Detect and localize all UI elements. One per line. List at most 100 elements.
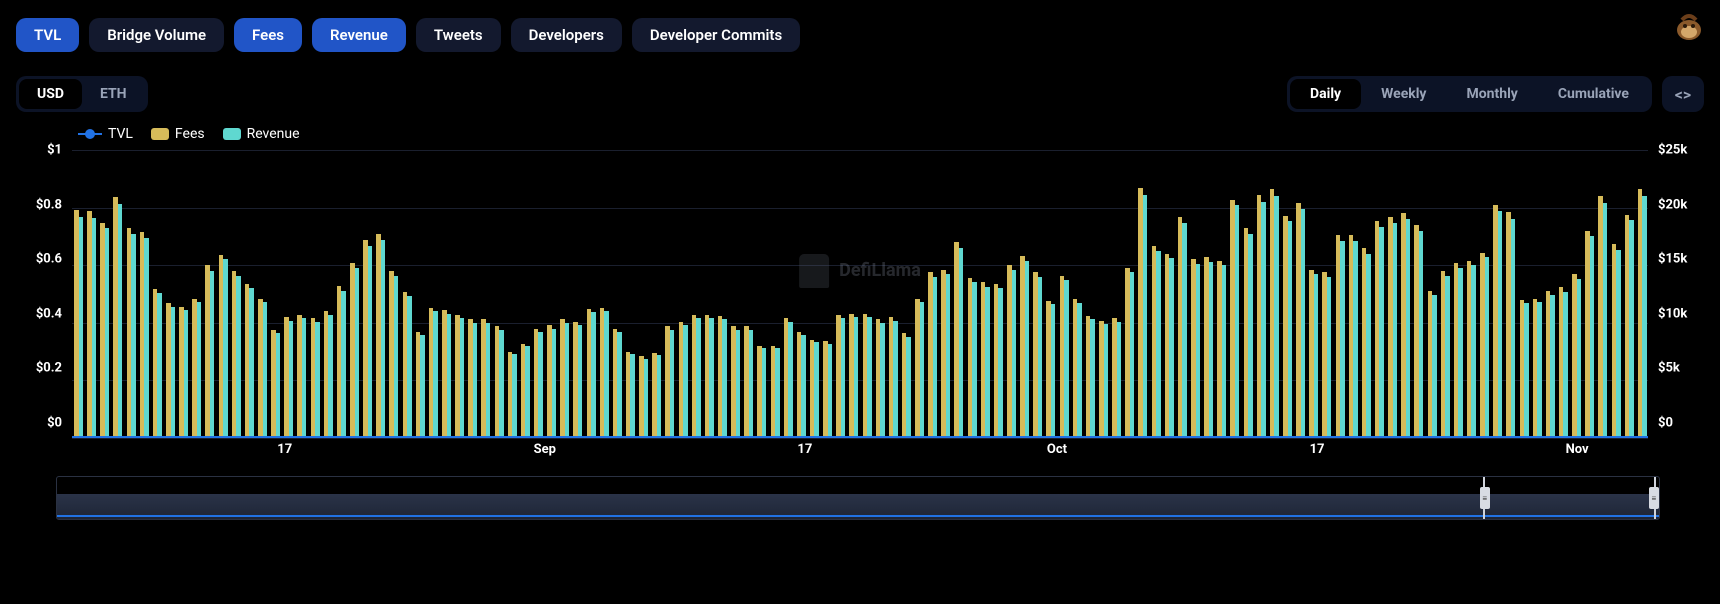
bar-pair[interactable]	[1557, 150, 1570, 438]
bar-pair[interactable]	[493, 150, 506, 438]
bar-pair[interactable]	[440, 150, 453, 438]
bar-pair[interactable]	[72, 150, 85, 438]
bar-pair[interactable]	[348, 150, 361, 438]
bar-pair[interactable]	[1228, 150, 1241, 438]
bar-pair[interactable]	[217, 150, 230, 438]
currency-usd[interactable]: USD	[19, 79, 82, 109]
bar-pair[interactable]	[1307, 150, 1320, 438]
interval-daily[interactable]: Daily	[1290, 79, 1361, 109]
bar-pair[interactable]	[1294, 150, 1307, 438]
bar-pair[interactable]	[571, 150, 584, 438]
bar-pair[interactable]	[1623, 150, 1636, 438]
bar-pair[interactable]	[690, 150, 703, 438]
bar-pair[interactable]	[1544, 150, 1557, 438]
bar-pair[interactable]	[742, 150, 755, 438]
bar-pair[interactable]	[1281, 150, 1294, 438]
bar-pair[interactable]	[992, 150, 1005, 438]
bar-pair[interactable]	[1334, 150, 1347, 438]
bar-pair[interactable]	[361, 150, 374, 438]
bar-pair[interactable]	[887, 150, 900, 438]
bar-pair[interactable]	[716, 150, 729, 438]
bar-pair[interactable]	[466, 150, 479, 438]
bar-pair[interactable]	[1452, 150, 1465, 438]
legend-item-fees[interactable]: Fees	[151, 126, 205, 142]
bar-pair[interactable]	[1399, 150, 1412, 438]
bar-pair[interactable]	[624, 150, 637, 438]
bar-pair[interactable]	[1031, 150, 1044, 438]
bar-pair[interactable]	[532, 150, 545, 438]
bar-pair[interactable]	[1609, 150, 1622, 438]
bar-pair[interactable]	[834, 150, 847, 438]
bar-pair[interactable]	[650, 150, 663, 438]
bar-pair[interactable]	[1044, 150, 1057, 438]
bar-pair[interactable]	[703, 150, 716, 438]
metric-tab-revenue[interactable]: Revenue	[312, 18, 406, 52]
currency-eth[interactable]: ETH	[82, 79, 145, 109]
bar-pair[interactable]	[1163, 150, 1176, 438]
interval-weekly[interactable]: Weekly	[1361, 79, 1446, 109]
bar-pair[interactable]	[847, 150, 860, 438]
bar-pair[interactable]	[1465, 150, 1478, 438]
bar-pair[interactable]	[1084, 150, 1097, 438]
bar-pair[interactable]	[85, 150, 98, 438]
bar-pair[interactable]	[1320, 150, 1333, 438]
bar-pair[interactable]	[1570, 150, 1583, 438]
bar-pair[interactable]	[427, 150, 440, 438]
plot-area[interactable]: DefiLlama	[72, 150, 1648, 438]
bar-pair[interactable]	[1097, 150, 1110, 438]
bar-pair[interactable]	[795, 150, 808, 438]
bar-pair[interactable]	[782, 150, 795, 438]
bar-pair[interactable]	[164, 150, 177, 438]
metric-tab-tvl[interactable]: TVL	[16, 18, 79, 52]
bar-pair[interactable]	[269, 150, 282, 438]
bar-pair[interactable]	[1136, 150, 1149, 438]
bar-pair[interactable]	[1504, 150, 1517, 438]
bar-pair[interactable]	[1347, 150, 1360, 438]
bar-pair[interactable]	[151, 150, 164, 438]
bar-pair[interactable]	[729, 150, 742, 438]
bar-pair[interactable]	[374, 150, 387, 438]
bar-pair[interactable]	[230, 150, 243, 438]
metric-tab-developers[interactable]: Developers	[511, 18, 622, 52]
metric-tab-bridge-volume[interactable]: Bridge Volume	[89, 18, 224, 52]
bar-pair[interactable]	[808, 150, 821, 438]
bar-pair[interactable]	[1176, 150, 1189, 438]
bar-pair[interactable]	[1439, 150, 1452, 438]
bar-pair[interactable]	[125, 150, 138, 438]
bar-pair[interactable]	[768, 150, 781, 438]
interval-cumulative[interactable]: Cumulative	[1538, 79, 1649, 109]
interval-monthly[interactable]: Monthly	[1446, 79, 1537, 109]
legend-item-revenue[interactable]: Revenue	[223, 126, 300, 142]
bar-pair[interactable]	[1491, 150, 1504, 438]
bar-pair[interactable]	[611, 150, 624, 438]
bar-pair[interactable]	[1242, 150, 1255, 438]
bar-pair[interactable]	[1517, 150, 1530, 438]
bar-pair[interactable]	[203, 150, 216, 438]
bar-pair[interactable]	[1531, 150, 1544, 438]
brush-timeline[interactable]: ≡ ≡	[56, 476, 1660, 520]
bar-pair[interactable]	[1268, 150, 1281, 438]
bar-pair[interactable]	[1202, 150, 1215, 438]
bar-pair[interactable]	[1360, 150, 1373, 438]
bar-pair[interactable]	[1150, 150, 1163, 438]
bar-pair[interactable]	[966, 150, 979, 438]
bar-pair[interactable]	[1583, 150, 1596, 438]
bar-pair[interactable]	[926, 150, 939, 438]
bar-pair[interactable]	[637, 150, 650, 438]
bar-pair[interactable]	[1189, 150, 1202, 438]
bar-pair[interactable]	[453, 150, 466, 438]
bar-pair[interactable]	[1005, 150, 1018, 438]
bar-pair[interactable]	[335, 150, 348, 438]
bar-pair[interactable]	[1123, 150, 1136, 438]
bar-pair[interactable]	[939, 150, 952, 438]
bar-pair[interactable]	[584, 150, 597, 438]
bar-pair[interactable]	[952, 150, 965, 438]
bar-pair[interactable]	[1058, 150, 1071, 438]
bar-pair[interactable]	[598, 150, 611, 438]
bar-pair[interactable]	[676, 150, 689, 438]
bar-pair[interactable]	[1596, 150, 1609, 438]
bar-pair[interactable]	[414, 150, 427, 438]
bar-pair[interactable]	[295, 150, 308, 438]
bar-pair[interactable]	[1636, 150, 1649, 438]
brush-handle-right[interactable]: ≡	[1649, 487, 1659, 509]
